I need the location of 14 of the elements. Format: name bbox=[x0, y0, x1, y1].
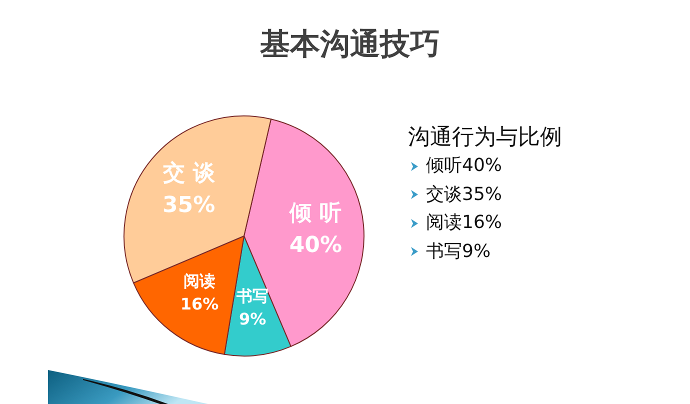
data-label: 9% bbox=[238, 309, 266, 328]
slice-label: 阅读 bbox=[183, 272, 216, 291]
slice-label: 倾听 bbox=[288, 201, 350, 226]
text: 倾听40% bbox=[426, 155, 502, 176]
slice-label: 书写 bbox=[236, 286, 269, 306]
text: 书写9% bbox=[426, 240, 491, 262]
slice-label: 交谈 bbox=[162, 160, 223, 186]
data-label: 16% bbox=[180, 294, 219, 314]
text: 阅读16% bbox=[426, 212, 502, 233]
data-label: 40% bbox=[289, 233, 342, 258]
text: 交谈35% bbox=[426, 184, 502, 204]
text: 沟通行为与比例 bbox=[408, 124, 562, 152]
data-label: 35% bbox=[162, 193, 216, 218]
chart-title: 基本沟通技巧 bbox=[259, 27, 441, 63]
